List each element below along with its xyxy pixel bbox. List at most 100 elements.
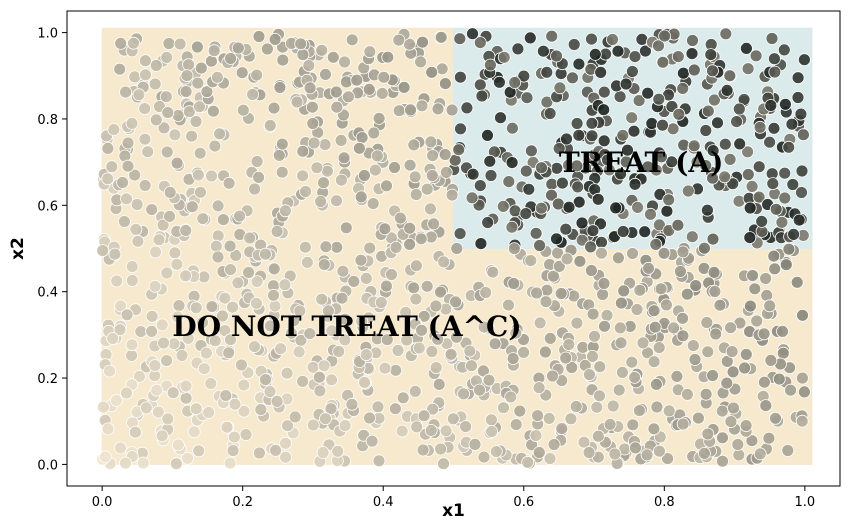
scatter-point <box>586 349 599 363</box>
scatter-point <box>434 285 447 299</box>
scatter-point <box>273 81 287 94</box>
scatter-point <box>647 355 661 369</box>
x-tick-label: 1.0 <box>795 495 816 510</box>
scatter-point <box>572 57 586 71</box>
scatter-point <box>632 94 646 107</box>
scatter-point <box>355 314 369 328</box>
scatter-point <box>488 337 502 351</box>
scatter-point <box>429 299 443 313</box>
scatter-point <box>542 411 556 425</box>
scatter-point <box>365 434 379 448</box>
scatter-point <box>686 339 700 353</box>
scatter-point <box>585 116 599 130</box>
scatter-point <box>299 185 313 198</box>
scatter-point <box>740 42 753 55</box>
scatter-point <box>187 425 201 439</box>
scatter-point <box>397 81 411 94</box>
scatter-point <box>670 369 684 383</box>
scatter-point <box>600 308 614 322</box>
scatter-point <box>388 161 401 174</box>
x-tick-label: 0.8 <box>654 495 675 510</box>
scatter-point <box>595 235 608 249</box>
scatter-point <box>185 200 199 214</box>
scatter-point <box>134 325 148 339</box>
region-label-treat: TREAT (A) <box>559 146 723 179</box>
scatter-point <box>252 170 266 184</box>
scatter-point <box>276 53 290 67</box>
scatter-point <box>496 199 510 213</box>
scatter-point <box>310 161 324 175</box>
scatter-point <box>674 265 687 278</box>
scatter-point <box>687 63 701 77</box>
scatter-point <box>416 35 429 49</box>
scatter-point <box>629 441 642 455</box>
scatter-point <box>778 191 792 205</box>
scatter-point <box>160 266 174 280</box>
scatter-point <box>138 102 152 115</box>
scatter-point <box>551 197 565 211</box>
scatter-point <box>438 148 452 161</box>
scatter-point <box>656 118 669 132</box>
scatter-point <box>701 104 715 118</box>
scatter-point <box>218 324 232 338</box>
scatter-point <box>267 101 281 115</box>
scatter-point <box>590 400 604 414</box>
scatter-point <box>248 340 261 354</box>
scatter-point <box>166 386 180 400</box>
scatter-point <box>324 402 338 416</box>
scatter-point <box>466 27 479 41</box>
scatter-point <box>347 274 361 288</box>
scatter-point <box>585 32 598 46</box>
scatter-point <box>546 369 559 383</box>
scatter-point <box>626 247 639 260</box>
scatter-point <box>377 70 391 84</box>
scatter-point <box>766 177 780 191</box>
scatter-point <box>223 239 237 253</box>
scatter-point <box>672 107 686 121</box>
scatter-point <box>138 132 152 146</box>
scatter-point <box>114 441 127 455</box>
scatter-point <box>127 36 140 50</box>
scatter-point <box>502 298 515 312</box>
scatter-point <box>647 304 661 318</box>
scatter-point <box>612 383 626 397</box>
scatter-point <box>213 127 227 141</box>
scatter-point <box>366 197 380 211</box>
scatter-point <box>162 37 176 50</box>
scatter-point <box>354 190 368 204</box>
scatter-point <box>224 263 237 277</box>
scatter-point <box>484 413 498 427</box>
scatter-point <box>641 86 655 100</box>
scatter-point <box>559 351 573 365</box>
scatter-point <box>429 361 443 375</box>
scatter-point <box>502 175 516 189</box>
scatter-point <box>302 59 316 72</box>
scatter-point <box>701 427 715 441</box>
scatter-point <box>649 237 663 251</box>
scatter-point <box>543 107 557 120</box>
scatter-point <box>196 316 209 330</box>
scatter-point <box>110 394 123 407</box>
scatter-point <box>686 34 699 47</box>
scatter-point <box>676 329 690 343</box>
scatter-point <box>626 65 639 78</box>
scatter-point <box>389 363 403 377</box>
scatter-point <box>543 331 557 345</box>
scatter-point <box>739 347 753 361</box>
scatter-point <box>268 33 282 46</box>
scatter-point <box>730 115 743 128</box>
scatter-point <box>609 201 623 215</box>
scatter-point <box>357 169 371 182</box>
scatter-point <box>529 226 543 240</box>
scatter-point <box>698 241 711 255</box>
scatter-point <box>477 320 491 334</box>
scatter-point <box>519 164 533 178</box>
scatter-point <box>424 135 438 149</box>
scatter-point <box>473 36 487 49</box>
scatter-point <box>372 112 386 125</box>
scatter-point <box>483 154 497 168</box>
scatter-point <box>564 412 578 426</box>
scatter-point <box>119 85 132 99</box>
scatter-point <box>226 300 240 314</box>
scatter-point <box>192 100 206 114</box>
